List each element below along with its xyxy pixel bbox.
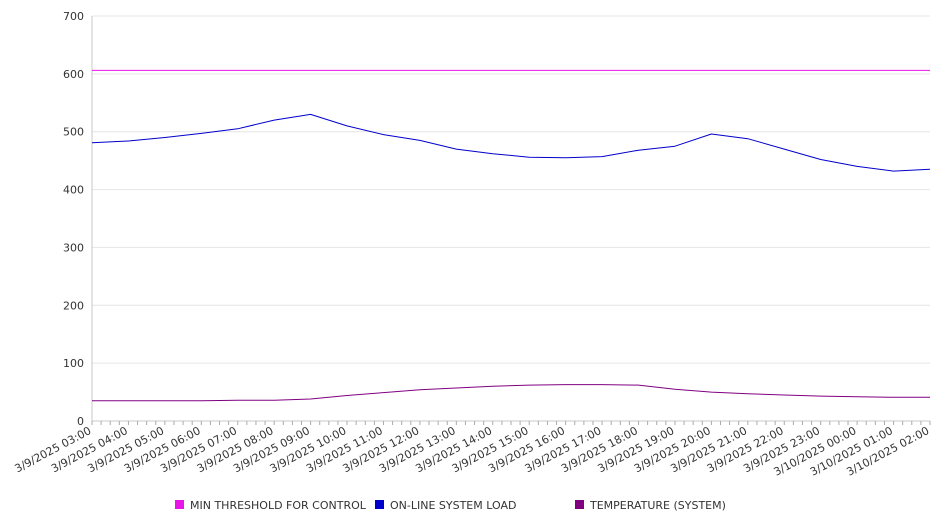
legend-label: ON-LINE SYSTEM LOAD [390, 499, 516, 512]
series-line-3 [92, 384, 930, 402]
legend-label: TEMPERATURE (SYSTEM) [589, 499, 726, 512]
y-tick-label: 500 [63, 126, 84, 139]
axes [91, 16, 931, 425]
legend-item: MIN THRESHOLD FOR CONTROL [175, 499, 367, 512]
legend-item: TEMPERATURE (SYSTEM) [575, 499, 726, 512]
y-tick-label: 200 [63, 299, 84, 312]
legend-swatch [375, 500, 384, 509]
grid-lines [92, 15, 930, 364]
y-tick-labels: 0 100 200 300 400 500 600 700 [63, 10, 84, 428]
legend-swatch [175, 500, 184, 509]
y-tick-label: 300 [63, 241, 84, 254]
y-tick-label: 700 [63, 10, 84, 23]
legend-label: MIN THRESHOLD FOR CONTROL [190, 499, 367, 512]
series-line-2 [91, 113, 931, 172]
series-lines [91, 69, 931, 402]
y-tick-label: 100 [63, 357, 84, 370]
x-tick-labels: 3/9/2025 03:003/9/2025 04:003/9/2025 05:… [13, 424, 932, 478]
y-tick-label: 600 [63, 68, 84, 81]
legend: MIN THRESHOLD FOR CONTROL ON-LINE SYSTEM … [175, 499, 726, 512]
y-tick-label: 0 [77, 415, 84, 428]
legend-item: ON-LINE SYSTEM LOAD [375, 499, 516, 512]
legend-swatch [575, 500, 584, 509]
y-tick-label: 400 [63, 184, 84, 197]
